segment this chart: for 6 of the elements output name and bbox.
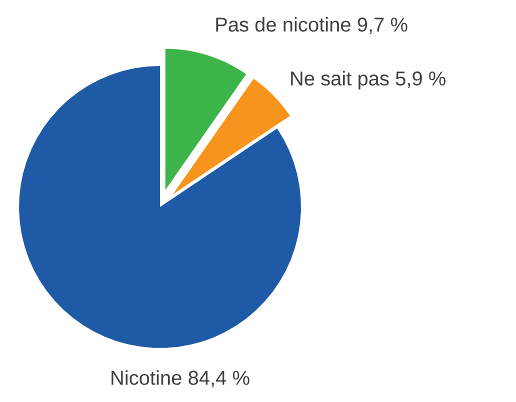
data-label: 84,4 % (188, 370, 250, 388)
slice-label: Nicotine (112, 370, 182, 385)
data-label: 9,7 % (358, 18, 408, 34)
slice-label: Pas de nicotine (216, 17, 350, 32)
slice-label: Ne sait pas (291, 70, 389, 90)
data-label: 5,9 % (396, 71, 446, 88)
